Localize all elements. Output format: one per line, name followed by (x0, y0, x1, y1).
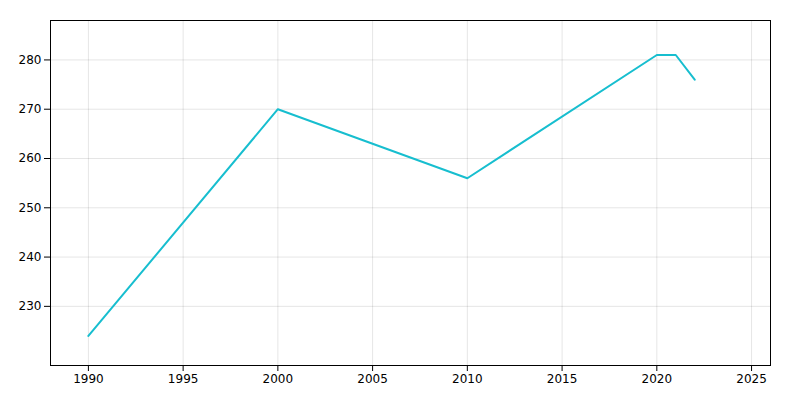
svg-text:250: 250 (19, 201, 42, 215)
svg-text:1990: 1990 (73, 372, 104, 386)
svg-text:2000: 2000 (263, 372, 294, 386)
svg-text:270: 270 (19, 102, 42, 116)
svg-text:2020: 2020 (642, 372, 673, 386)
svg-text:1995: 1995 (168, 372, 199, 386)
svg-text:260: 260 (19, 151, 42, 165)
svg-text:240: 240 (19, 250, 42, 264)
svg-text:2005: 2005 (357, 372, 388, 386)
svg-text:2015: 2015 (547, 372, 578, 386)
svg-text:2025: 2025 (736, 372, 767, 386)
svg-text:230: 230 (19, 299, 42, 313)
svg-text:280: 280 (19, 53, 42, 67)
svg-text:2010: 2010 (452, 372, 483, 386)
